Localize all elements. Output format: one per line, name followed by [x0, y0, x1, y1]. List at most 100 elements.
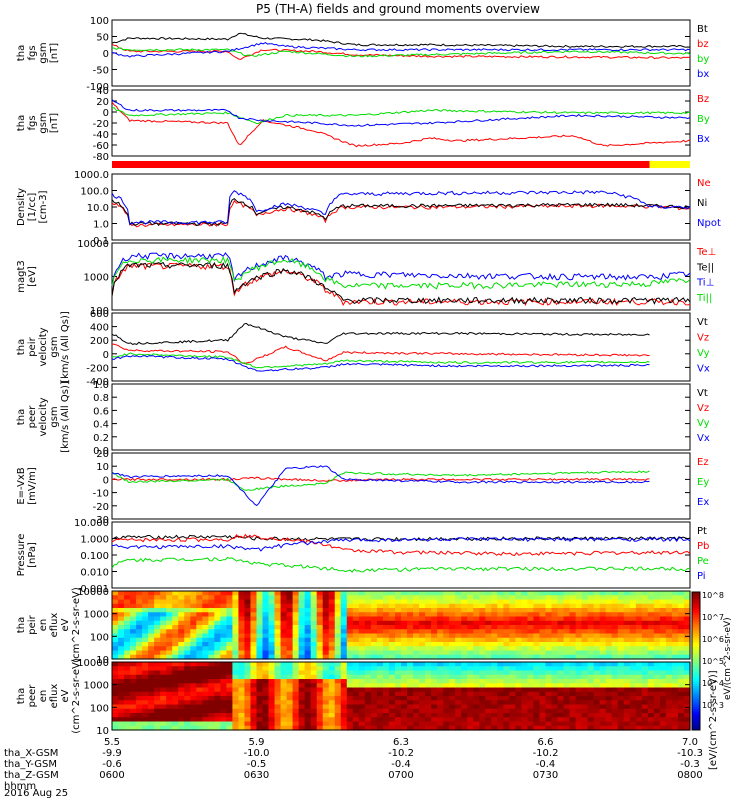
heatmap-cell [160, 666, 167, 672]
panel-frame [111, 521, 691, 589]
heatmap-cell [485, 691, 492, 697]
heatmap-cell [394, 717, 402, 723]
heatmap-cell [611, 670, 619, 676]
heatmap-cell [202, 670, 209, 676]
heatmap-cell [214, 721, 221, 727]
heatmap-cell [425, 629, 432, 635]
heatmap-cell [130, 625, 137, 630]
heatmap-cell [533, 595, 541, 601]
heatmap-cell [647, 646, 655, 652]
heatmap-cell [382, 595, 390, 601]
heatmap-cell [226, 616, 234, 622]
heatmap-cell [551, 625, 559, 630]
heatmap-cell [569, 642, 577, 647]
y-tick-label: -20 [93, 502, 109, 513]
heatmap-cell [485, 713, 492, 718]
heatmap-cell [136, 662, 143, 667]
heatmap-cell [364, 721, 372, 727]
heatmap-cell [238, 683, 246, 689]
heatmap-cell [677, 674, 685, 680]
colorbar-segment [692, 612, 700, 616]
heatmap-cell [382, 674, 390, 680]
heatmap-cell [671, 603, 679, 609]
heatmap-cell [208, 616, 215, 622]
heatmap-cell [124, 725, 131, 731]
heatmap-cell [665, 654, 673, 660]
x-tick-label: -9.9 [102, 748, 122, 759]
heatmap-cell [467, 679, 474, 684]
heatmap-cell [479, 633, 486, 639]
y-tick-label: 1.0 [93, 220, 109, 231]
heatmap-cell [443, 700, 450, 706]
heatmap-cell [370, 650, 378, 656]
heatmap-cell [220, 654, 227, 660]
heatmap-cell [394, 683, 402, 689]
heatmap-cell [358, 612, 366, 618]
heatmap-cell [238, 687, 246, 693]
heatmap-cell [533, 650, 541, 656]
heatmap-cell [491, 674, 498, 680]
heatmap-cell [443, 612, 450, 618]
heatmap-cell [443, 670, 450, 676]
heatmap-cell [653, 713, 661, 718]
heatmap-cell [262, 599, 270, 605]
heatmap-cell [527, 666, 535, 672]
heatmap-cell [605, 683, 613, 689]
heatmap-cell [437, 696, 444, 701]
heatmap-cell [370, 679, 378, 684]
heatmap-cell [527, 599, 535, 605]
heatmap-cell [286, 642, 294, 647]
heatmap-cell [280, 717, 288, 723]
heatmap-cell [659, 708, 667, 714]
heatmap-cell [671, 713, 679, 718]
heatmap-cell [160, 721, 167, 727]
heatmap-cell [280, 670, 288, 676]
heatmap-cell [364, 654, 372, 660]
heatmap-cell [641, 704, 649, 710]
heatmap-cell [292, 696, 300, 701]
legend-entry: Npot [697, 218, 721, 229]
heatmap-cell [142, 662, 149, 667]
heatmap-cell [142, 708, 149, 714]
heatmap-cell [581, 620, 589, 626]
heatmap-cell [274, 696, 282, 701]
heatmap-cell [256, 650, 264, 656]
x-axis-group: 5.5-9.9-0.606005.9-10.0-0.506306.3-10.2-… [4, 737, 703, 792]
heatmap-cell [491, 704, 498, 710]
heatmap-cell [112, 595, 119, 601]
heatmap-cell [322, 691, 330, 697]
heatmap-cell [485, 637, 492, 643]
heatmap-cell [280, 646, 288, 652]
heatmap-cell [539, 700, 547, 706]
heatmap-cell [334, 687, 342, 693]
heatmap-cell [394, 620, 402, 626]
legend-entry: Ey [697, 477, 709, 488]
heatmap-cell [196, 620, 203, 626]
heatmap-cell [322, 679, 330, 684]
heatmap-cell [280, 687, 288, 693]
heatmap-cell [623, 654, 631, 660]
series-line-Vx [111, 355, 650, 372]
heatmap-cell [443, 616, 450, 622]
heatmap-cell [401, 595, 408, 601]
heatmap-cell [449, 612, 456, 618]
y-axis-label-line: gsm [38, 112, 49, 133]
heatmap-cell [190, 666, 197, 672]
heatmap-cell [280, 666, 288, 672]
heatmap-cell [130, 691, 137, 697]
heatmap-cell [485, 650, 492, 656]
y-tick-label: 1000 [84, 681, 109, 692]
heatmap-cell [202, 662, 209, 667]
heatmap-cell [304, 629, 312, 635]
heatmap-cell [148, 608, 155, 613]
heatmap-cell [545, 595, 553, 601]
series-line-By [111, 107, 691, 125]
heatmap-cell [154, 713, 161, 718]
heatmap-cell [304, 654, 312, 660]
heatmap-cell [154, 603, 161, 609]
heatmap-cell [376, 646, 384, 652]
heatmap-cell [665, 620, 673, 626]
heatmap-cell [599, 683, 607, 689]
heatmap-cell [238, 599, 246, 605]
heatmap-cell [647, 708, 655, 714]
